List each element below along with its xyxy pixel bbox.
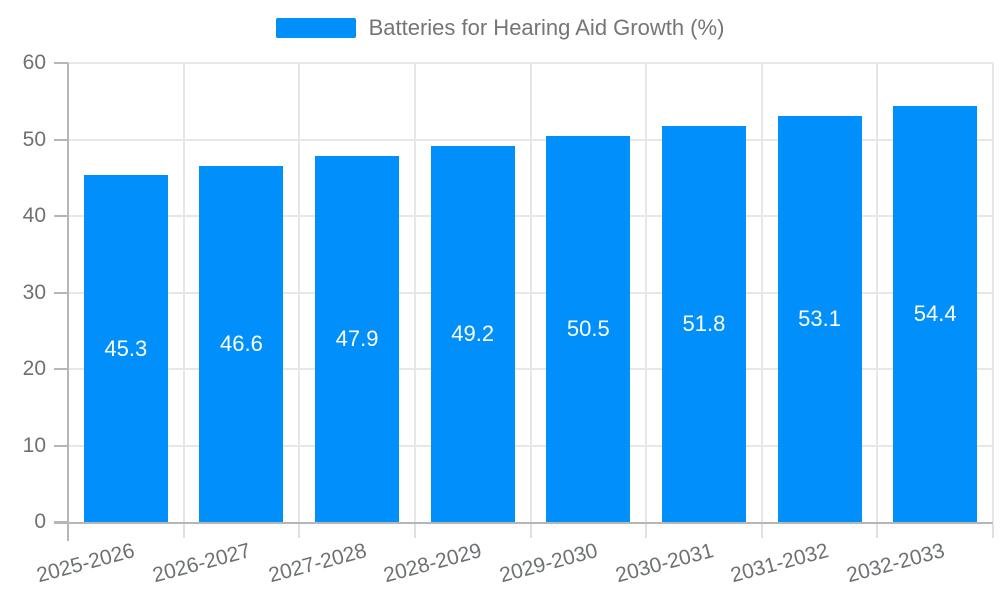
- bar-2027-2028[interactable]: [315, 155, 400, 522]
- bar-2029-2030[interactable]: [546, 135, 631, 522]
- y-axis-tick: [54, 62, 68, 64]
- gridline-vertical: [876, 63, 879, 522]
- bar-value-label: 53.1: [798, 305, 841, 331]
- x-axis-tick: [529, 524, 532, 538]
- x-axis-label: 2029-2030: [497, 539, 601, 588]
- legend-marker[interactable]: [275, 18, 356, 38]
- bar-value-label: 51.8: [682, 310, 726, 336]
- x-axis-label: 2031-2032: [728, 539, 832, 588]
- bar-2031-2032[interactable]: [777, 115, 862, 522]
- y-axis-tick: [54, 368, 68, 370]
- legend[interactable]: Batteries for Hearing Aid Growth (%): [0, 15, 1000, 41]
- x-axis-label: 2032-2033: [843, 539, 947, 588]
- y-axis-label: 40: [22, 204, 46, 227]
- y-axis-tick: [54, 291, 68, 294]
- x-axis-tick: [298, 524, 301, 538]
- bar-value-label: 54.4: [913, 300, 957, 326]
- y-axis-line: [67, 63, 69, 541]
- gridline-vertical: [298, 63, 301, 522]
- x-axis-tick: [992, 524, 994, 538]
- bar-value-label: 46.6: [220, 330, 263, 356]
- gridline-vertical: [760, 63, 763, 522]
- x-axis-tick: [876, 524, 879, 538]
- y-axis-tick: [54, 444, 68, 447]
- bar-value-label: 47.9: [335, 325, 379, 351]
- gridline-vertical: [529, 63, 532, 522]
- y-axis-label: 20: [22, 357, 46, 380]
- bar-value-label: 45.3: [104, 335, 148, 361]
- y-axis-label: 30: [22, 280, 46, 304]
- bar-value-label: 50.5: [566, 315, 610, 341]
- bar-2032-2033[interactable]: [893, 105, 978, 522]
- y-axis-label: 10: [22, 433, 46, 457]
- x-axis-tick: [182, 524, 185, 538]
- x-axis-label: 2026-2027: [150, 539, 254, 588]
- gridline-vertical: [182, 63, 185, 522]
- x-axis-tick: [645, 524, 648, 538]
- x-axis-label: 2028-2029: [381, 539, 485, 588]
- gridline-vertical: [413, 63, 416, 522]
- bar-2026-2027[interactable]: [199, 165, 284, 522]
- y-axis-tick: [54, 138, 68, 141]
- y-axis-tick: [54, 215, 68, 217]
- y-axis-label: 0: [34, 510, 46, 533]
- legend-label[interactable]: Batteries for Hearing Aid Growth (%): [368, 15, 725, 40]
- gridline-vertical: [645, 63, 648, 522]
- bar-2028-2029[interactable]: [430, 145, 515, 522]
- x-axis-label: 2027-2028: [265, 539, 369, 588]
- x-axis-label: 2025-2026: [34, 539, 138, 588]
- x-axis-label: 2030-2031: [612, 539, 716, 588]
- x-axis-tick: [760, 524, 763, 538]
- bar-2030-2031[interactable]: [661, 125, 746, 522]
- bar-value-label: 49.2: [451, 320, 495, 346]
- x-axis-line: [54, 522, 993, 524]
- x-axis-tick: [413, 524, 416, 538]
- bar-2025-2026[interactable]: [83, 175, 168, 522]
- y-axis-label: 50: [22, 127, 46, 151]
- gridline-vertical: [992, 63, 994, 522]
- y-axis-label: 60: [22, 51, 46, 74]
